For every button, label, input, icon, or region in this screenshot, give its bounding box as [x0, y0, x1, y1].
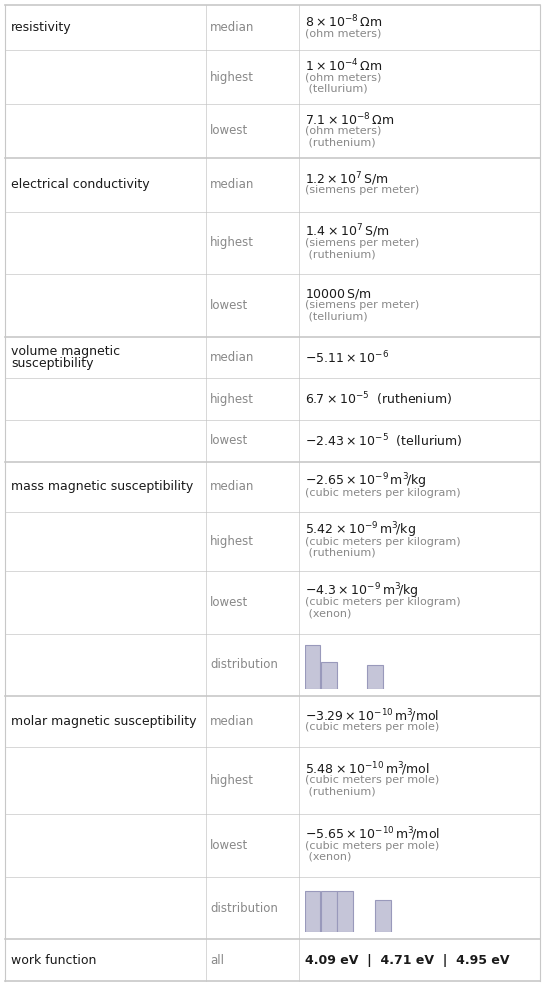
Text: (ohm meters): (ohm meters)	[305, 72, 381, 82]
Text: (tellurium): (tellurium)	[305, 312, 367, 321]
Text: lowest: lowest	[210, 299, 249, 312]
Text: (siemens per meter): (siemens per meter)	[305, 301, 419, 311]
Text: susceptibility: susceptibility	[11, 357, 93, 371]
Text: (cubic meters per mole): (cubic meters per mole)	[305, 722, 439, 732]
Text: $1\times10^{-4}\,\Omega\mathrm{m}$: $1\times10^{-4}\,\Omega\mathrm{m}$	[305, 57, 382, 74]
Text: (xenon): (xenon)	[305, 852, 351, 862]
Text: median: median	[210, 351, 255, 364]
Text: (cubic meters per mole): (cubic meters per mole)	[305, 775, 439, 786]
Text: (ruthenium): (ruthenium)	[305, 548, 376, 558]
Text: median: median	[210, 178, 255, 191]
Text: (cubic meters per kilogram): (cubic meters per kilogram)	[305, 487, 461, 498]
Text: $8\times10^{-8}\,\Omega\mathrm{m}$: $8\times10^{-8}\,\Omega\mathrm{m}$	[305, 14, 382, 31]
Bar	[305, 645, 320, 688]
Text: median: median	[210, 21, 255, 34]
Text: $7.1\times10^{-8}\,\Omega\mathrm{m}$: $7.1\times10^{-8}\,\Omega\mathrm{m}$	[305, 111, 394, 128]
Bar	[321, 890, 337, 932]
Text: distribution: distribution	[210, 659, 278, 671]
Text: distribution: distribution	[210, 901, 278, 915]
Text: highest: highest	[210, 392, 254, 405]
Text: highest: highest	[210, 774, 254, 787]
Text: lowest: lowest	[210, 596, 249, 609]
Text: all: all	[210, 953, 224, 966]
Text: $1.2\times10^{7}\,\mathrm{S/m}$: $1.2\times10^{7}\,\mathrm{S/m}$	[305, 171, 389, 188]
Text: (cubic meters per kilogram): (cubic meters per kilogram)	[305, 598, 461, 607]
Text: volume magnetic: volume magnetic	[11, 345, 120, 358]
Text: highest: highest	[210, 71, 254, 84]
Text: lowest: lowest	[210, 435, 249, 448]
Text: lowest: lowest	[210, 839, 249, 852]
Text: electrical conductivity: electrical conductivity	[11, 178, 149, 191]
Text: $6.7\times10^{-5}$  (ruthenium): $6.7\times10^{-5}$ (ruthenium)	[305, 390, 452, 408]
Text: (ruthenium): (ruthenium)	[305, 249, 376, 259]
Text: $1.4\times10^{7}\,\mathrm{S/m}$: $1.4\times10^{7}\,\mathrm{S/m}$	[305, 223, 389, 241]
Text: (tellurium): (tellurium)	[305, 83, 367, 94]
Text: (ohm meters): (ohm meters)	[305, 29, 381, 38]
Text: resistivity: resistivity	[11, 21, 71, 34]
Text: (ruthenium): (ruthenium)	[305, 787, 376, 797]
Text: $-2.43\times10^{-5}$  (tellurium): $-2.43\times10^{-5}$ (tellurium)	[305, 432, 462, 450]
Bar	[337, 890, 353, 932]
Text: $-5.65\times10^{-10}\,\mathrm{m^3\!/mol}$: $-5.65\times10^{-10}\,\mathrm{m^3\!/mol}…	[305, 825, 440, 843]
Text: (ruthenium): (ruthenium)	[305, 137, 376, 147]
Bar	[321, 663, 337, 688]
Text: (siemens per meter): (siemens per meter)	[305, 238, 419, 247]
Text: median: median	[210, 715, 255, 728]
Text: $-3.29\times10^{-10}\,\mathrm{m^3\!/mol}$: $-3.29\times10^{-10}\,\mathrm{m^3\!/mol}…	[305, 707, 439, 725]
Text: highest: highest	[210, 237, 254, 249]
Text: (cubic meters per kilogram): (cubic meters per kilogram)	[305, 536, 461, 546]
Text: lowest: lowest	[210, 124, 249, 137]
Bar	[305, 890, 320, 932]
Text: $-2.65\times10^{-9}\,\mathrm{m^3\!/kg}$: $-2.65\times10^{-9}\,\mathrm{m^3\!/kg}$	[305, 471, 426, 491]
Text: 4.09 eV  |  4.71 eV  |  4.95 eV: 4.09 eV | 4.71 eV | 4.95 eV	[305, 953, 509, 966]
Text: mass magnetic susceptibility: mass magnetic susceptibility	[11, 480, 193, 493]
Bar	[367, 666, 383, 688]
Text: (ohm meters): (ohm meters)	[305, 126, 381, 136]
Bar	[375, 899, 391, 932]
Text: $10000\,\mathrm{S/m}$: $10000\,\mathrm{S/m}$	[305, 287, 372, 301]
Text: $-4.3\times10^{-9}\,\mathrm{m^3\!/kg}$: $-4.3\times10^{-9}\,\mathrm{m^3\!/kg}$	[305, 582, 418, 601]
Text: $5.48\times10^{-10}\,\mathrm{m^3\!/mol}$: $5.48\times10^{-10}\,\mathrm{m^3\!/mol}$	[305, 760, 429, 778]
Text: (siemens per meter): (siemens per meter)	[305, 185, 419, 195]
Text: $-5.11\times10^{-6}$: $-5.11\times10^{-6}$	[305, 349, 389, 366]
Text: molar magnetic susceptibility: molar magnetic susceptibility	[11, 715, 196, 728]
Text: (cubic meters per mole): (cubic meters per mole)	[305, 841, 439, 851]
Text: (xenon): (xenon)	[305, 608, 351, 618]
Text: work function: work function	[11, 953, 96, 966]
Text: $5.42\times10^{-9}\,\mathrm{m^3\!/kg}$: $5.42\times10^{-9}\,\mathrm{m^3\!/kg}$	[305, 521, 416, 540]
Text: median: median	[210, 480, 255, 493]
Text: highest: highest	[210, 535, 254, 548]
